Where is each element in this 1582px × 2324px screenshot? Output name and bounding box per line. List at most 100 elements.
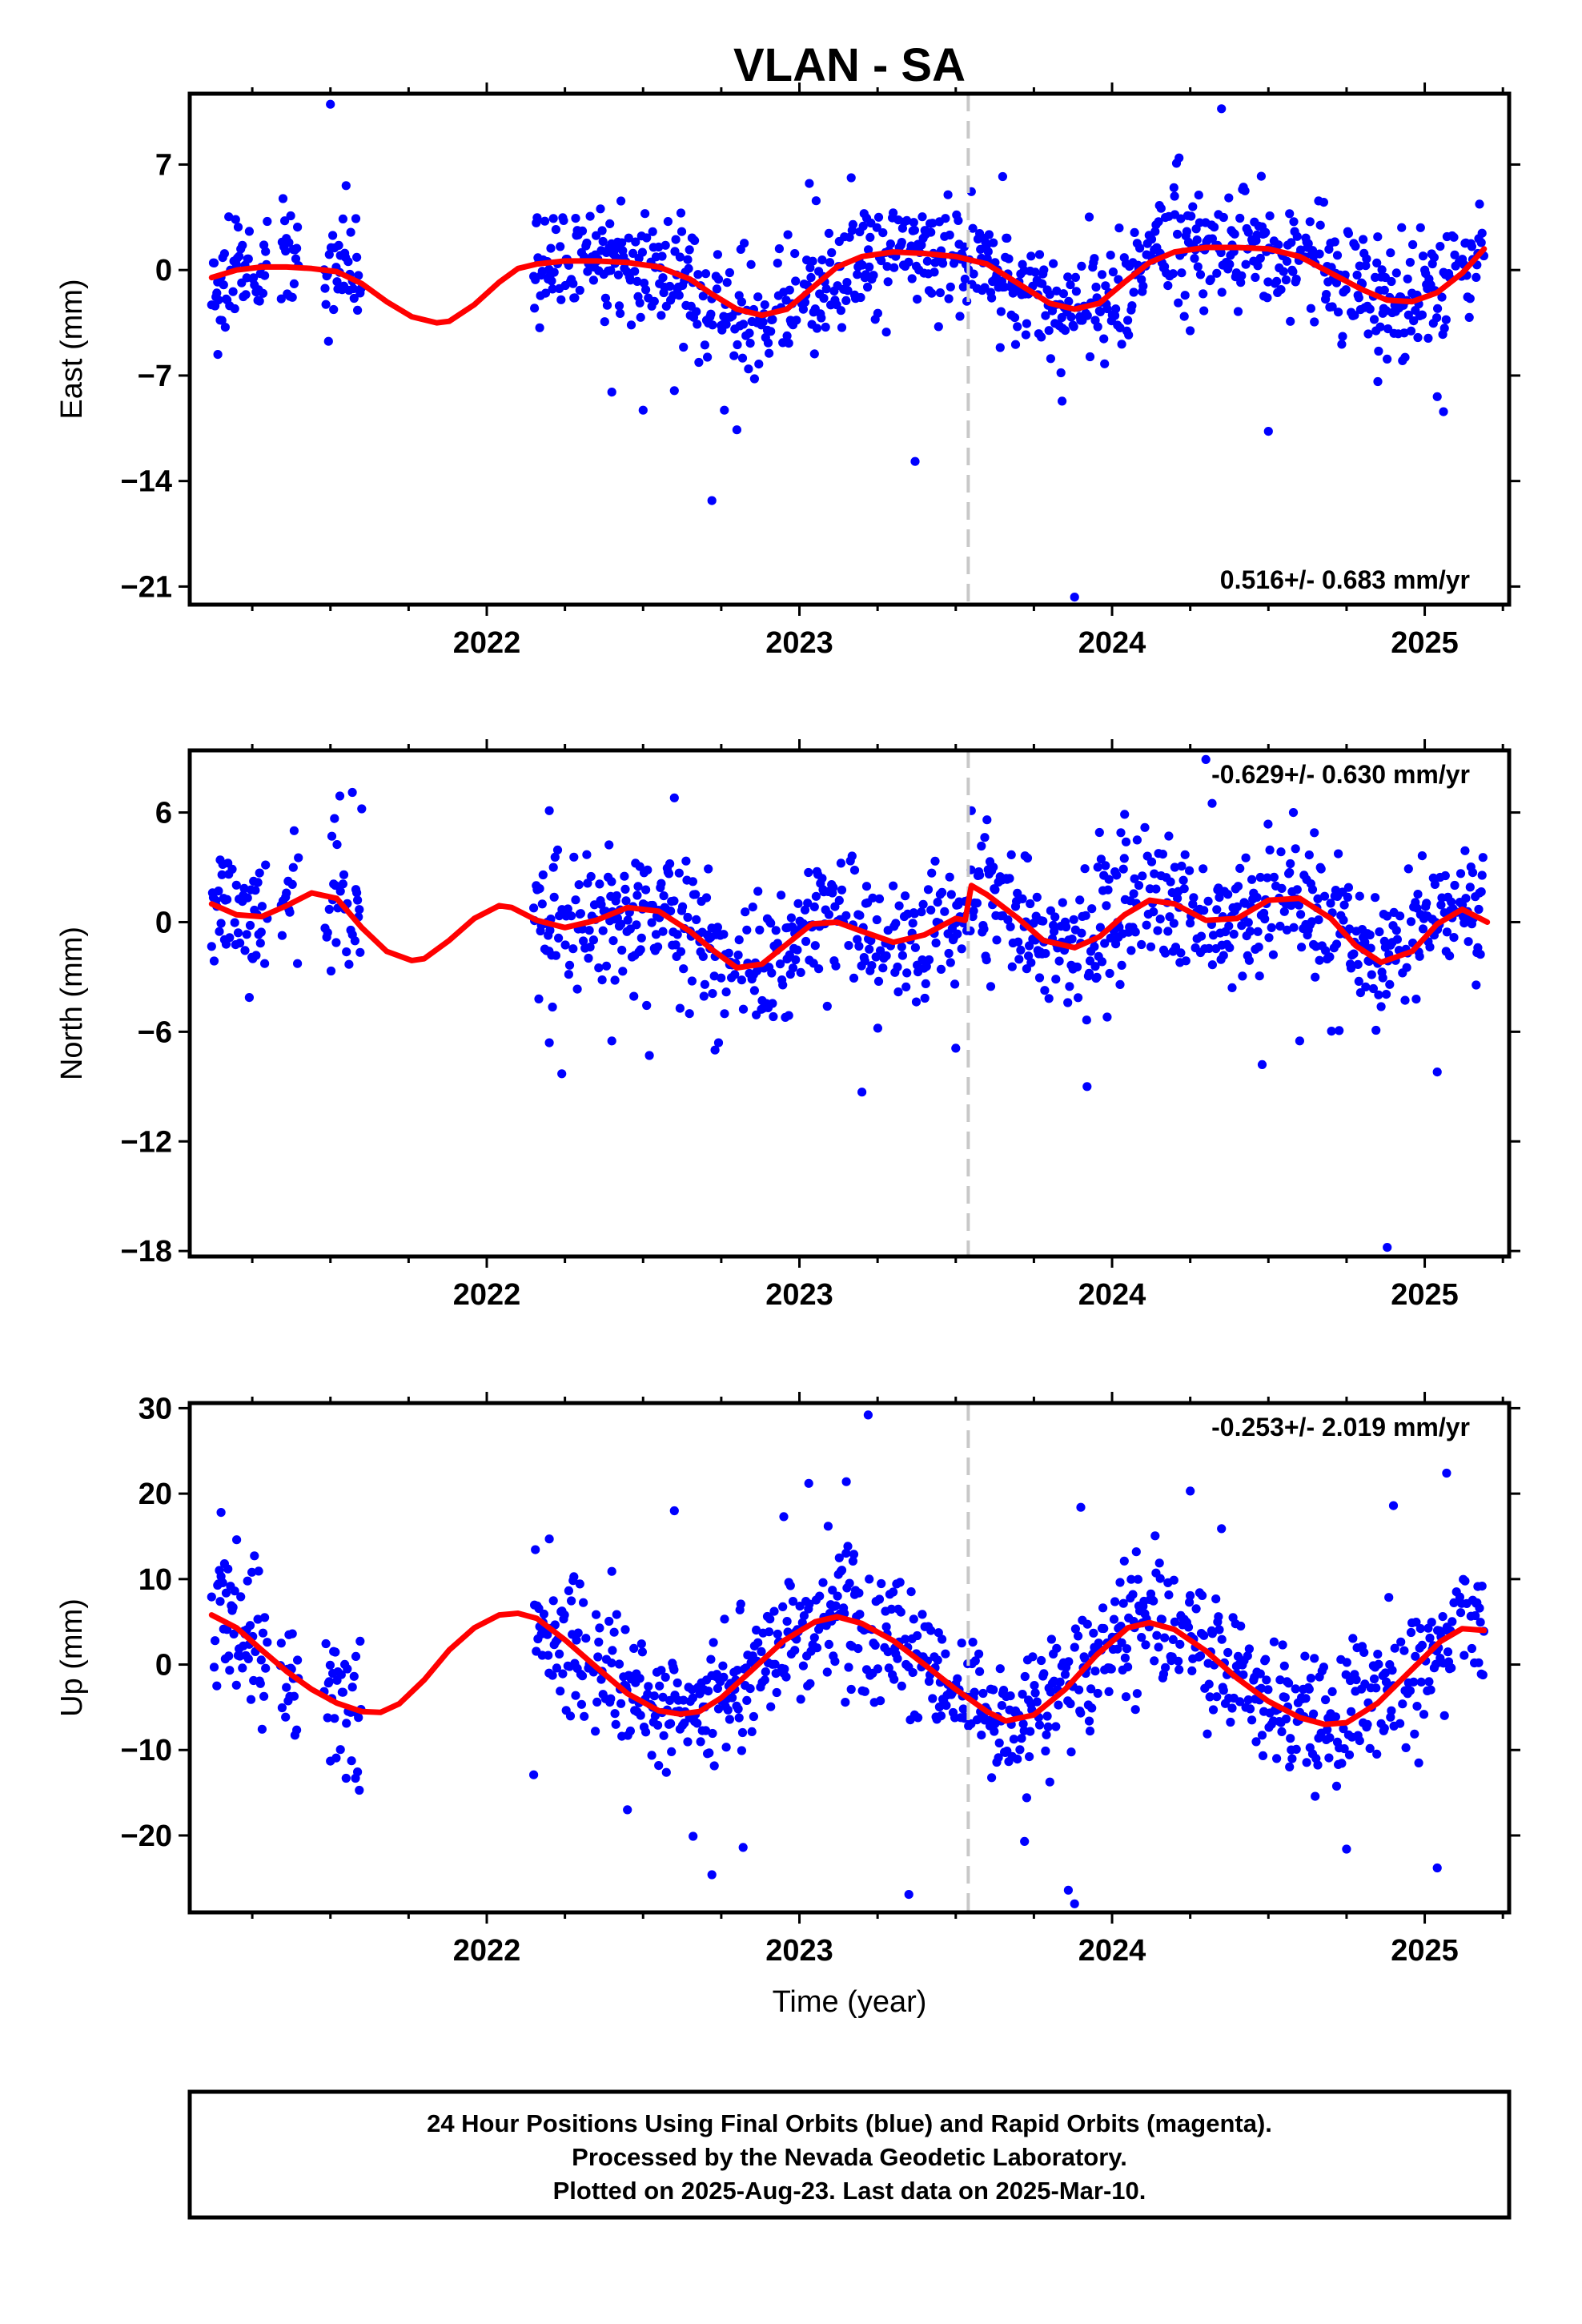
up-data-point bbox=[1128, 1590, 1138, 1599]
up-data-point bbox=[1438, 1612, 1447, 1622]
up-data-point bbox=[1325, 1733, 1335, 1743]
north-data-point bbox=[1150, 869, 1159, 879]
north-data-point bbox=[720, 1009, 729, 1019]
north-data-point bbox=[1478, 853, 1488, 862]
east-data-point bbox=[754, 360, 764, 369]
east-data-point bbox=[733, 340, 742, 350]
east-data-point bbox=[1010, 313, 1020, 323]
east-data-point bbox=[1255, 253, 1265, 263]
up-data-point bbox=[1203, 1729, 1212, 1739]
east-data-point bbox=[1174, 153, 1184, 163]
north-data-point bbox=[831, 961, 841, 971]
up-data-point bbox=[223, 1564, 233, 1574]
up-data-point bbox=[1054, 1700, 1063, 1710]
north-data-point bbox=[1367, 970, 1376, 979]
up-data-point bbox=[1115, 1578, 1125, 1587]
east-data-point bbox=[1168, 269, 1178, 279]
north-data-point bbox=[773, 939, 782, 948]
up-data-point bbox=[1121, 1692, 1131, 1702]
north-data-point bbox=[817, 874, 827, 883]
east-data-point bbox=[873, 308, 882, 318]
up-data-point bbox=[231, 1680, 241, 1690]
up-data-point bbox=[607, 1566, 616, 1576]
east-data-point bbox=[320, 283, 330, 293]
north-data-point bbox=[545, 926, 555, 935]
north-data-point bbox=[681, 856, 691, 866]
north-data-point bbox=[1383, 911, 1392, 921]
east-data-point bbox=[658, 273, 668, 283]
up-data-point bbox=[1215, 1625, 1224, 1634]
north-data-point bbox=[1051, 975, 1061, 984]
up-data-point bbox=[837, 1566, 847, 1575]
up-data-point bbox=[323, 1713, 332, 1723]
east-data-point bbox=[1097, 270, 1107, 279]
up-data-point bbox=[1311, 1791, 1320, 1801]
north-data-point bbox=[800, 905, 810, 915]
north-data-point bbox=[742, 925, 752, 935]
north-data-point bbox=[1422, 899, 1431, 908]
east-xtick-label: 2023 bbox=[765, 626, 833, 660]
up-data-point bbox=[1119, 1556, 1129, 1566]
north-data-point bbox=[951, 1043, 961, 1053]
up-data-point bbox=[292, 1725, 302, 1735]
up-data-point bbox=[1258, 1751, 1268, 1760]
north-ylabel: North (mm) bbox=[55, 927, 89, 1080]
up-data-point bbox=[913, 1630, 922, 1641]
north-data-point bbox=[1165, 912, 1174, 922]
up-data-point bbox=[1279, 1661, 1289, 1671]
east-data-point bbox=[1188, 202, 1198, 211]
north-data-point bbox=[793, 899, 803, 908]
north-data-point bbox=[685, 1009, 694, 1019]
north-data-point bbox=[1207, 798, 1217, 808]
east-data-point bbox=[955, 312, 965, 321]
up-data-point bbox=[704, 1687, 713, 1696]
up-data-point bbox=[865, 1574, 874, 1584]
up-data-point bbox=[1074, 1631, 1083, 1641]
up-data-point bbox=[1043, 1722, 1053, 1731]
north-data-point bbox=[860, 956, 869, 966]
up-data-point bbox=[1310, 1654, 1319, 1663]
up-data-point bbox=[548, 1671, 557, 1680]
up-data-point bbox=[238, 1663, 247, 1673]
up-data-point bbox=[913, 1713, 923, 1723]
east-data-point bbox=[1102, 304, 1112, 314]
up-data-point bbox=[576, 1699, 587, 1709]
up-data-point bbox=[591, 1727, 600, 1736]
north-data-point bbox=[854, 941, 864, 951]
east-data-point bbox=[291, 254, 301, 263]
east-data-point bbox=[324, 250, 334, 259]
north-data-point bbox=[969, 906, 978, 915]
up-data-point bbox=[218, 1578, 227, 1587]
north-data-point bbox=[979, 924, 989, 934]
north-data-point bbox=[1029, 919, 1038, 928]
east-data-point bbox=[1117, 340, 1126, 349]
east-data-point bbox=[1154, 217, 1163, 227]
east-data-point bbox=[1230, 229, 1239, 239]
east-data-point bbox=[548, 284, 557, 294]
east-data-point bbox=[1319, 198, 1328, 207]
up-data-point bbox=[573, 1628, 583, 1638]
up-data-point bbox=[579, 1598, 588, 1607]
up-data-point bbox=[906, 1587, 916, 1597]
up-data-point bbox=[1066, 1747, 1076, 1757]
east-data-point bbox=[765, 348, 774, 358]
north-data-point bbox=[1179, 884, 1189, 894]
north-data-point bbox=[1347, 963, 1356, 973]
up-data-point bbox=[709, 1761, 719, 1771]
north-data-point bbox=[844, 941, 853, 951]
east-data-point bbox=[1100, 359, 1110, 368]
north-data-point bbox=[1279, 907, 1289, 916]
up-data-point bbox=[1359, 1647, 1369, 1657]
east-data-point bbox=[1332, 251, 1343, 260]
up-data-point bbox=[958, 1704, 968, 1714]
north-data-point bbox=[972, 899, 982, 908]
north-data-point bbox=[1289, 923, 1299, 932]
north-data-point bbox=[897, 942, 906, 951]
up-data-point bbox=[1141, 1640, 1150, 1650]
up-data-point bbox=[1066, 1699, 1075, 1709]
north-data-point bbox=[1265, 845, 1275, 854]
north-data-point bbox=[1084, 968, 1094, 978]
up-data-point bbox=[243, 1654, 253, 1663]
east-data-point bbox=[616, 308, 625, 318]
